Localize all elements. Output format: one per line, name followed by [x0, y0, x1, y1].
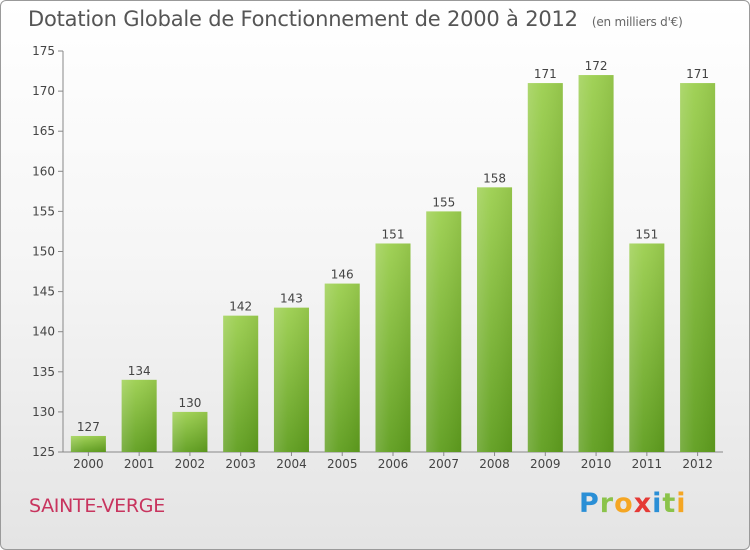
x-tick-label: 2010 — [581, 457, 612, 471]
logo-letter: i — [676, 488, 687, 519]
y-tick-label: 125 — [32, 445, 55, 459]
bar-shine — [629, 243, 665, 452]
bar-value-label: 146 — [331, 268, 354, 282]
x-tick-label: 2007 — [428, 457, 459, 471]
x-tick-label: 2004 — [276, 457, 307, 471]
y-tick-label: 175 — [32, 44, 55, 58]
y-tick-label: 160 — [32, 164, 55, 178]
bar-value-label: 158 — [483, 171, 506, 185]
logo-letter: t — [662, 488, 677, 519]
x-tick-label: 2005 — [327, 457, 358, 471]
bar-shine — [578, 75, 614, 452]
bar-value-label: 155 — [432, 195, 455, 209]
y-tick-label: 145 — [32, 285, 55, 299]
proxiti-logo: Proxiti — [579, 488, 687, 519]
logo-letter: P — [579, 488, 600, 519]
bar-shine — [121, 379, 157, 452]
bar-value-label: 151 — [635, 227, 658, 241]
x-tick-label: 2000 — [73, 457, 104, 471]
bar-value-label: 171 — [686, 67, 709, 81]
x-tick-label: 2008 — [479, 457, 510, 471]
bar-shine — [70, 435, 106, 452]
logo-letter: i — [652, 488, 663, 519]
bar-shine — [426, 211, 462, 452]
commune-name: SAINTE-VERGE — [29, 495, 165, 517]
x-tick-label: 2012 — [682, 457, 713, 471]
x-tick-label: 2003 — [225, 457, 256, 471]
y-tick-label: 135 — [32, 365, 55, 379]
bar-value-label: 172 — [585, 59, 608, 73]
bar-shine — [223, 315, 259, 452]
bar-shine — [527, 83, 563, 452]
y-tick-label: 150 — [32, 245, 55, 259]
x-tick-label: 2011 — [632, 457, 663, 471]
bar-value-label: 171 — [534, 67, 557, 81]
y-tick-label: 170 — [32, 84, 55, 98]
x-tick-label: 2001 — [124, 457, 155, 471]
bar-shine — [324, 283, 360, 452]
y-tick-label: 155 — [32, 204, 55, 218]
y-tick-label: 140 — [32, 325, 55, 339]
logo-letter: r — [599, 488, 615, 519]
bar-shine — [477, 187, 513, 452]
chart-title: Dotation Globale de Fonctionnement de 20… — [28, 7, 683, 31]
y-tick-label: 165 — [32, 124, 55, 138]
bar-shine — [375, 243, 411, 452]
bar-value-label: 151 — [382, 227, 405, 241]
x-tick-label: 2006 — [378, 457, 409, 471]
chart-title-text: Dotation Globale de Fonctionnement de 20… — [28, 7, 578, 31]
x-tick-label: 2009 — [530, 457, 561, 471]
bar-value-label: 143 — [280, 292, 303, 306]
x-tick-label: 2002 — [175, 457, 206, 471]
chart-subtitle: (en milliers d'€) — [591, 15, 683, 29]
y-tick-label: 130 — [32, 405, 55, 419]
bar-shine — [172, 411, 208, 452]
logo-letter: o — [614, 488, 634, 519]
logo-letter: x — [633, 488, 653, 519]
bar-value-label: 134 — [128, 364, 151, 378]
bar-value-label: 127 — [77, 420, 100, 434]
bar-shine — [273, 307, 309, 452]
bar-value-label: 142 — [229, 300, 252, 314]
bar-shine — [680, 83, 716, 452]
bar-value-label: 130 — [178, 396, 201, 410]
